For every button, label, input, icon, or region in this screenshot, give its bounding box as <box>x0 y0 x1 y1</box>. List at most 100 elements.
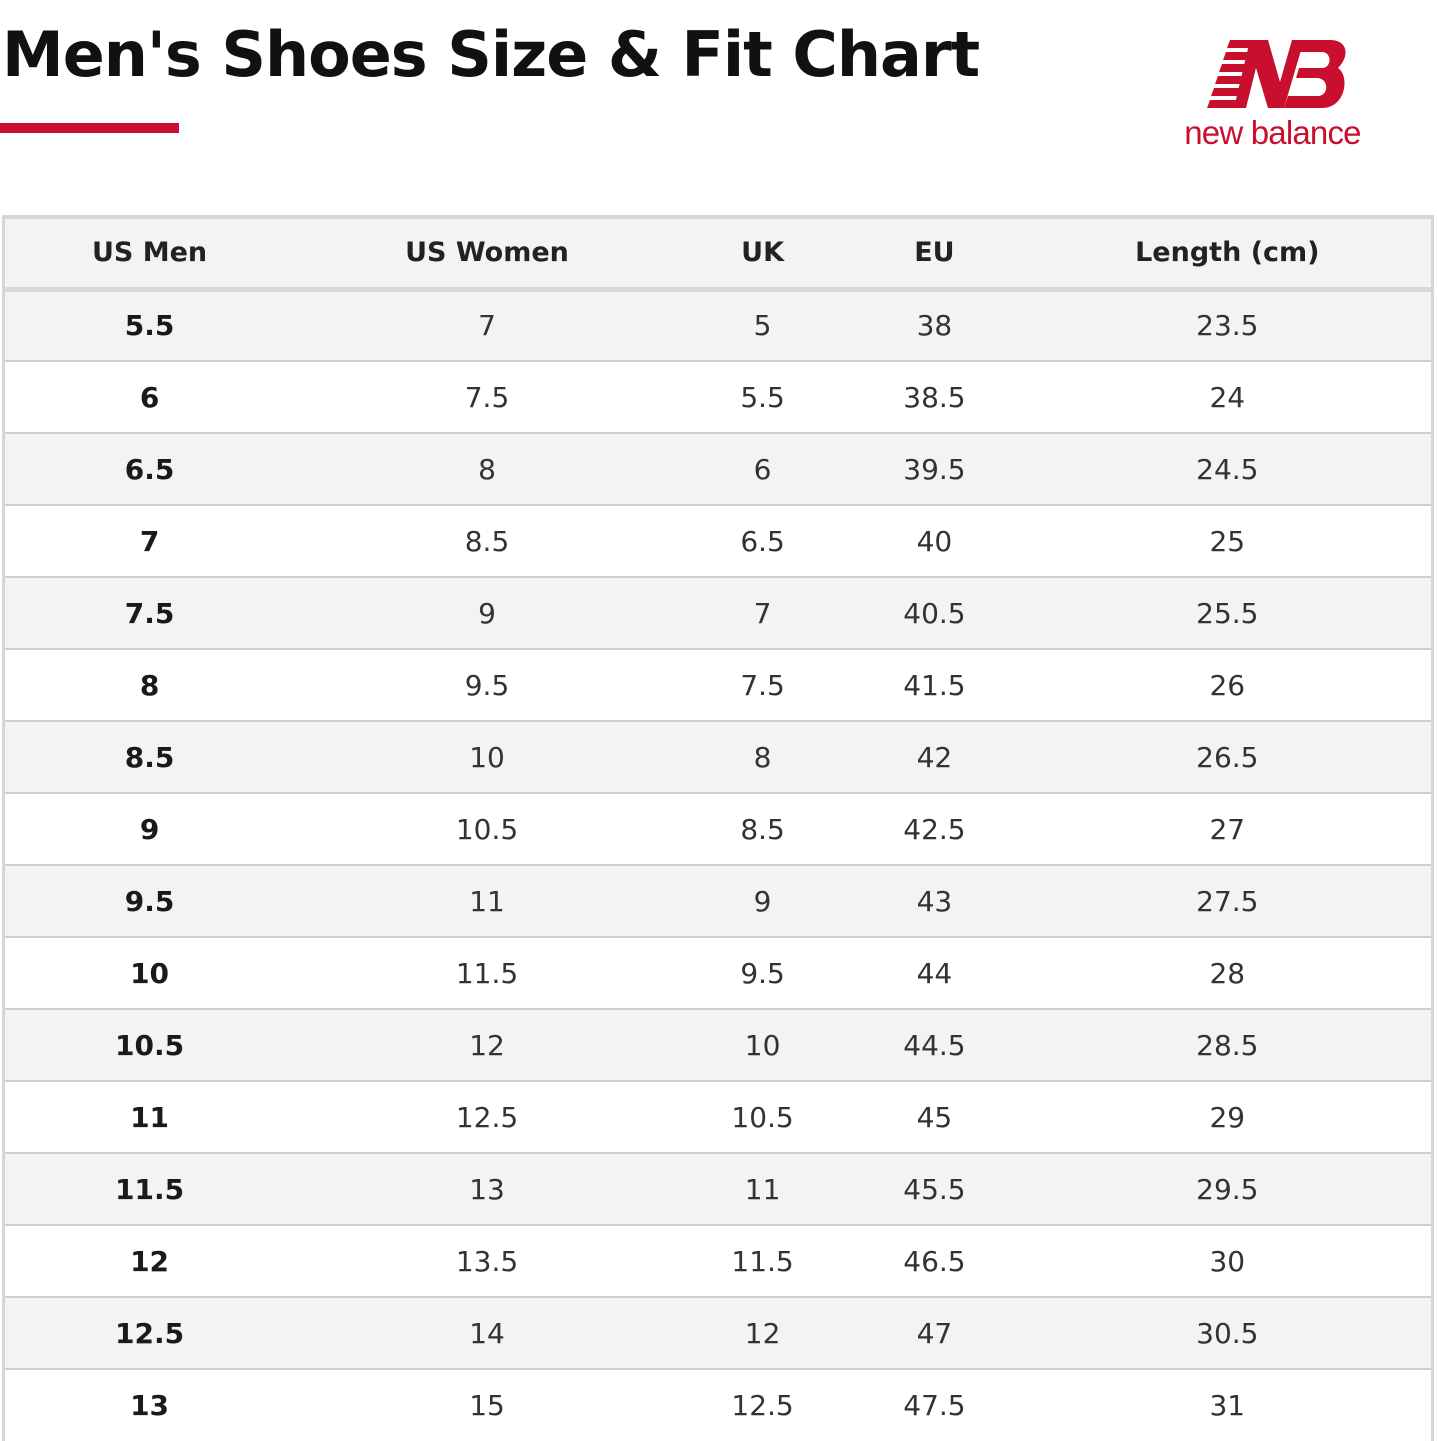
length-cm-cell: 25 <box>1023 504 1433 577</box>
uk-cell: 9 <box>679 864 846 937</box>
table-header-row: US Men US Women UK EU Length (cm) <box>3 217 1433 292</box>
us-men-cell: 10 <box>3 936 295 1009</box>
uk-cell: 7 <box>679 576 846 649</box>
us-women-cell: 13 <box>294 1152 680 1225</box>
nb-monogram-icon <box>1207 40 1346 108</box>
length-cm-cell: 30 <box>1023 1224 1433 1297</box>
table-row: 13 15 12.5 47.5 31 <box>3 1368 1433 1441</box>
us-women-cell: 11.5 <box>294 936 680 1009</box>
us-women-cell: 7.5 <box>294 360 680 433</box>
uk-cell: 8 <box>679 720 846 793</box>
column-header-eu: EU <box>845 217 1024 292</box>
uk-cell: 10.5 <box>679 1080 846 1153</box>
us-men-cell: 7.5 <box>3 576 295 649</box>
us-men-cell: 12 <box>3 1224 295 1297</box>
uk-cell: 6 <box>679 432 846 505</box>
length-cm-cell: 30.5 <box>1023 1296 1433 1369</box>
us-women-cell: 10 <box>294 720 680 793</box>
us-men-cell: 10.5 <box>3 1008 295 1081</box>
column-header-us-men: US Men <box>3 217 295 292</box>
eu-cell: 42.5 <box>845 792 1024 865</box>
us-women-cell: 8 <box>294 432 680 505</box>
table-row: 9.5 11 9 43 27.5 <box>3 864 1433 937</box>
table-row: 6 7.5 5.5 38.5 24 <box>3 360 1433 433</box>
us-women-cell: 15 <box>294 1368 680 1441</box>
column-header-length-cm: Length (cm) <box>1023 217 1433 292</box>
brand-wordmark: new balance <box>1184 114 1361 151</box>
us-men-cell: 6 <box>3 360 295 433</box>
length-cm-cell: 26.5 <box>1023 720 1433 793</box>
column-header-us-women: US Women <box>294 217 680 292</box>
page-title: Men's Shoes Size & Fit Chart <box>2 18 980 91</box>
length-cm-cell: 26 <box>1023 648 1433 721</box>
eu-cell: 40.5 <box>845 576 1024 649</box>
uk-cell: 9.5 <box>679 936 846 1009</box>
length-cm-cell: 27 <box>1023 792 1433 865</box>
uk-cell: 12 <box>679 1296 846 1369</box>
table-row: 8.5 10 8 42 26.5 <box>3 720 1433 793</box>
us-women-cell: 12 <box>294 1008 680 1081</box>
us-men-cell: 5.5 <box>3 288 295 361</box>
eu-cell: 47.5 <box>845 1368 1024 1441</box>
us-women-cell: 11 <box>294 864 680 937</box>
us-men-cell: 8 <box>3 648 295 721</box>
us-women-cell: 9.5 <box>294 648 680 721</box>
table-row: 9 10.5 8.5 42.5 27 <box>3 792 1433 865</box>
us-men-cell: 6.5 <box>3 432 295 505</box>
table-row: 8 9.5 7.5 41.5 26 <box>3 648 1433 721</box>
eu-cell: 41.5 <box>845 648 1024 721</box>
eu-cell: 45 <box>845 1080 1024 1153</box>
eu-cell: 46.5 <box>845 1224 1024 1297</box>
us-women-cell: 8.5 <box>294 504 680 577</box>
us-women-cell: 10.5 <box>294 792 680 865</box>
eu-cell: 43 <box>845 864 1024 937</box>
us-men-cell: 9 <box>3 792 295 865</box>
uk-cell: 10 <box>679 1008 846 1081</box>
eu-cell: 42 <box>845 720 1024 793</box>
table-row: 7.5 9 7 40.5 25.5 <box>3 576 1433 649</box>
length-cm-cell: 29.5 <box>1023 1152 1433 1225</box>
us-men-cell: 7 <box>3 504 295 577</box>
length-cm-cell: 28 <box>1023 936 1433 1009</box>
table-row: 10.5 12 10 44.5 28.5 <box>3 1008 1433 1081</box>
length-cm-cell: 24.5 <box>1023 432 1433 505</box>
eu-cell: 38.5 <box>845 360 1024 433</box>
length-cm-cell: 25.5 <box>1023 576 1433 649</box>
uk-cell: 5 <box>679 288 846 361</box>
us-women-cell: 7 <box>294 288 680 361</box>
uk-cell: 12.5 <box>679 1368 846 1441</box>
uk-cell: 5.5 <box>679 360 846 433</box>
size-chart-table: US Men US Women UK EU Length (cm) 5.5 7 5 3… <box>2 215 1434 1441</box>
table-row: 5.5 7 5 38 23.5 <box>3 288 1433 361</box>
uk-cell: 8.5 <box>679 792 846 865</box>
us-men-cell: 12.5 <box>3 1296 295 1369</box>
table-row: 12 13.5 11.5 46.5 30 <box>3 1224 1433 1297</box>
us-men-cell: 11.5 <box>3 1152 295 1225</box>
table-row: 10 11.5 9.5 44 28 <box>3 936 1433 1009</box>
us-men-cell: 13 <box>3 1368 295 1441</box>
length-cm-cell: 27.5 <box>1023 864 1433 937</box>
column-header-uk: UK <box>679 217 846 292</box>
us-women-cell: 9 <box>294 576 680 649</box>
eu-cell: 44 <box>845 936 1024 1009</box>
eu-cell: 39.5 <box>845 432 1024 505</box>
length-cm-cell: 24 <box>1023 360 1433 433</box>
uk-cell: 11.5 <box>679 1224 846 1297</box>
eu-cell: 47 <box>845 1296 1024 1369</box>
table-row: 7 8.5 6.5 40 25 <box>3 504 1433 577</box>
brand-logo: new balance <box>1170 32 1380 157</box>
us-women-cell: 14 <box>294 1296 680 1369</box>
eu-cell: 44.5 <box>845 1008 1024 1081</box>
eu-cell: 40 <box>845 504 1024 577</box>
table-row: 12.5 14 12 47 30.5 <box>3 1296 1433 1369</box>
length-cm-cell: 29 <box>1023 1080 1433 1153</box>
uk-cell: 11 <box>679 1152 846 1225</box>
table-row: 6.5 8 6 39.5 24.5 <box>3 432 1433 505</box>
table-row: 11 12.5 10.5 45 29 <box>3 1080 1433 1153</box>
length-cm-cell: 31 <box>1023 1368 1433 1441</box>
title-underline <box>0 123 179 133</box>
eu-cell: 38 <box>845 288 1024 361</box>
us-men-cell: 11 <box>3 1080 295 1153</box>
us-men-cell: 8.5 <box>3 720 295 793</box>
us-women-cell: 12.5 <box>294 1080 680 1153</box>
